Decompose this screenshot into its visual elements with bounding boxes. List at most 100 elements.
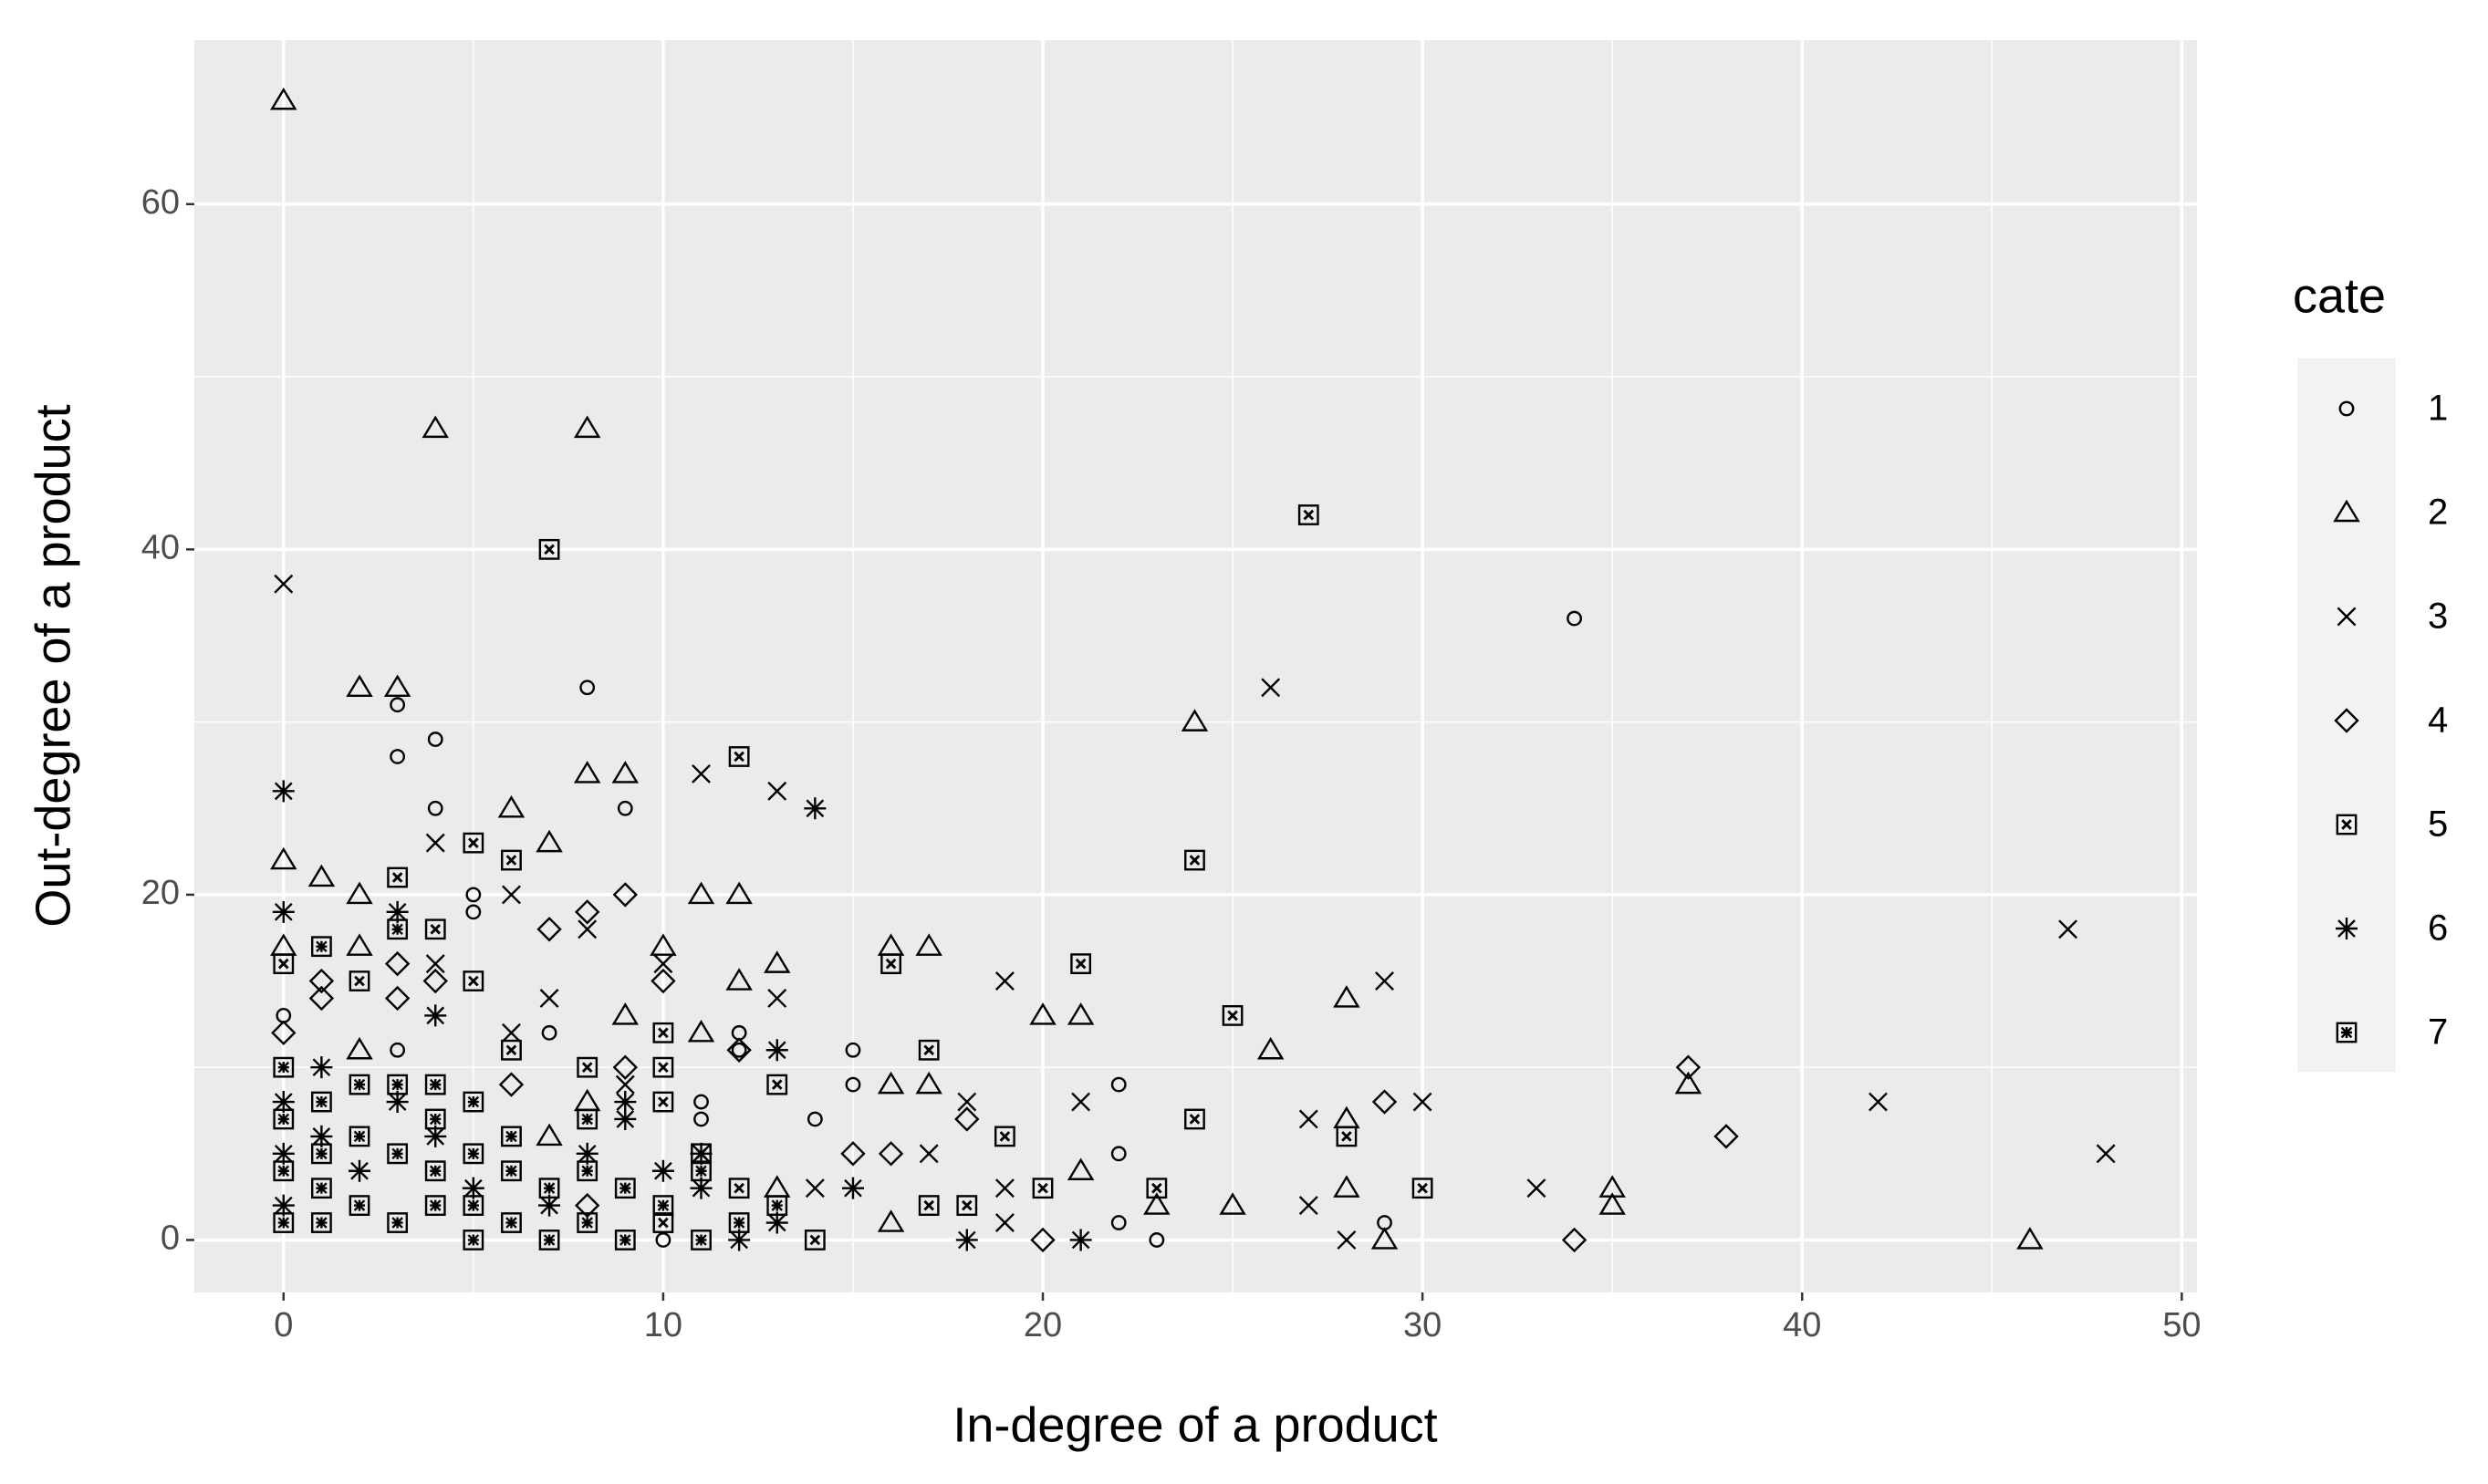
point: [765, 1039, 788, 1062]
shape: [2016, 1227, 2044, 1250]
legend-key: [2336, 918, 2358, 939]
x-tick-label: 50: [2162, 1306, 2201, 1344]
point: [424, 1125, 447, 1147]
y-tick-label: 0: [161, 1219, 180, 1257]
shape: [1412, 1092, 1432, 1112]
point: [614, 1107, 637, 1130]
point: [611, 1002, 640, 1025]
point: [501, 1039, 522, 1061]
shape: [353, 1130, 366, 1143]
shape: [766, 1074, 788, 1095]
shape: [1298, 1196, 1318, 1216]
shape: [1069, 1229, 1092, 1251]
point: [502, 885, 521, 905]
shape: [657, 1199, 670, 1211]
point: [346, 674, 373, 697]
shape: [877, 1209, 905, 1232]
shape: [878, 1141, 904, 1167]
point: [1674, 1071, 1702, 1095]
point: [422, 415, 449, 439]
shape: [614, 1107, 637, 1130]
point: [387, 1212, 409, 1233]
point: [310, 1056, 333, 1079]
point: [273, 953, 295, 975]
shape: [581, 1113, 593, 1126]
shape: [307, 864, 336, 887]
shape: [387, 1143, 409, 1165]
shape: [1371, 1089, 1398, 1115]
shape: [465, 904, 482, 920]
shape: [346, 1036, 373, 1060]
shape: [543, 1182, 556, 1194]
points: [270, 87, 2116, 1253]
shape: [501, 1126, 522, 1147]
shape: [273, 953, 295, 975]
point: [498, 1072, 525, 1097]
shape: [1110, 1146, 1127, 1162]
point: [272, 1091, 295, 1114]
point: [576, 1142, 599, 1165]
point: [272, 1142, 295, 1165]
shape: [316, 1147, 328, 1160]
shape: [954, 1106, 980, 1132]
point: [349, 1126, 370, 1147]
point: [384, 950, 411, 977]
point: [1337, 1230, 1357, 1250]
shape: [498, 1072, 525, 1097]
shape: [270, 846, 297, 870]
point: [536, 829, 563, 853]
point: [501, 849, 522, 871]
shape: [1227, 1010, 1238, 1022]
point: [1297, 504, 1319, 525]
shape: [1037, 1182, 1048, 1194]
point: [387, 867, 409, 888]
point: [424, 1195, 446, 1217]
point: [1869, 1092, 1888, 1112]
point: [273, 1056, 295, 1078]
shape: [653, 954, 673, 974]
point: [918, 1039, 940, 1061]
point: [1567, 610, 1582, 627]
shape: [316, 1095, 328, 1108]
shape: [999, 1131, 1011, 1142]
point: [693, 1111, 709, 1127]
point: [614, 1230, 636, 1251]
x-tick-label: 40: [1783, 1306, 1821, 1344]
shape: [691, 1230, 712, 1251]
shape: [725, 881, 753, 905]
point: [390, 697, 406, 713]
shape: [804, 1230, 826, 1251]
shape: [463, 1091, 484, 1113]
point: [614, 1178, 636, 1199]
shape: [652, 1212, 674, 1233]
shape: [658, 1027, 669, 1039]
point: [1333, 985, 1360, 1008]
legend-label: 2: [2428, 493, 2448, 533]
shape: [956, 1195, 978, 1217]
point: [651, 1159, 674, 1182]
legend-label: 3: [2428, 597, 2448, 637]
shape: [468, 837, 479, 848]
shape: [577, 1108, 599, 1130]
shape: [429, 1078, 442, 1091]
point: [310, 1091, 332, 1113]
shape: [387, 1074, 409, 1095]
x-axis-title: In-degree of a product: [953, 1397, 1437, 1452]
point: [1143, 1192, 1171, 1215]
shape: [273, 1212, 295, 1233]
point: [994, 971, 1015, 991]
point: [271, 1020, 297, 1046]
point: [1219, 1192, 1246, 1215]
point: [1032, 1178, 1054, 1199]
shape: [619, 1182, 631, 1194]
point: [273, 1160, 295, 1182]
point: [690, 1142, 713, 1165]
shape: [429, 1199, 442, 1211]
shape: [543, 1234, 556, 1246]
point: [880, 953, 901, 975]
shape: [271, 1020, 297, 1046]
point: [1146, 1178, 1168, 1199]
shape: [658, 1062, 669, 1074]
point: [612, 1054, 638, 1080]
shape: [308, 968, 335, 994]
